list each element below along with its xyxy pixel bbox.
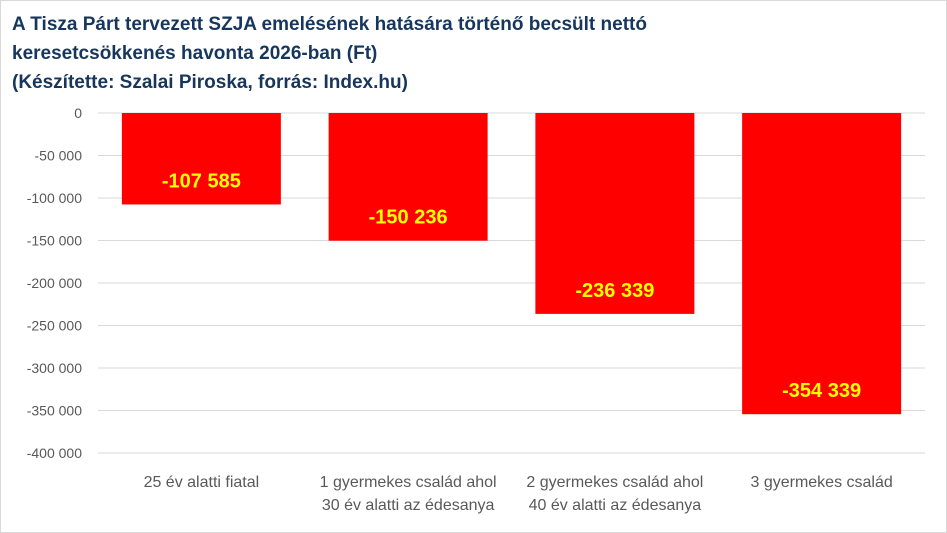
y-tick-label: -50 000 <box>35 148 83 164</box>
chart-title-line-2: keresetcsökkenés havonta 2026-ban (Ft) <box>12 43 378 64</box>
y-tick-label: -150 000 <box>27 233 82 249</box>
y-tick-label: -350 000 <box>27 403 82 419</box>
category-label: 40 év alatti az édesanya <box>529 497 702 514</box>
category-label: 1 gyermekes család ahol <box>320 474 497 491</box>
y-tick-label: -100 000 <box>27 190 82 206</box>
chart-title-line-3: (Készítette: Szalai Piroska, forrás: Ind… <box>12 72 408 93</box>
y-tick-label: -250 000 <box>27 318 82 334</box>
data-label: -354 339 <box>782 380 861 402</box>
data-label: -236 339 <box>575 280 654 302</box>
data-label: -150 236 <box>369 207 448 229</box>
category-label: 2 gyermekes család ahol <box>526 474 703 491</box>
y-tick-label: -400 000 <box>27 445 82 461</box>
bar <box>742 113 902 415</box>
category-label: 30 év alatti az édesanya <box>322 497 495 514</box>
bar <box>535 113 695 314</box>
x-axis-category-labels: 25 év alatti fiatal 1 gyermekes család ah… <box>144 474 893 514</box>
y-tick-label: -200 000 <box>27 275 82 291</box>
data-labels: -107 585 -150 236 -236 339 -354 339 <box>162 170 861 402</box>
bars <box>121 113 902 415</box>
chart-title-line-1: A Tisza Párt tervezett SZJA emelésének h… <box>12 14 647 35</box>
category-label: 25 év alatti fiatal <box>144 474 260 491</box>
y-tick-label: -300 000 <box>27 360 82 376</box>
bar <box>328 113 488 241</box>
chart-title: A Tisza Párt tervezett SZJA emelésének h… <box>12 10 647 97</box>
data-label: -107 585 <box>162 170 241 192</box>
category-label: 3 gyermekes család <box>750 474 892 491</box>
y-tick-label: 0 <box>74 105 82 121</box>
y-axis-tick-labels: 0 -50 000 -100 000 -150 000 -200 000 -250 000… <box>27 105 82 461</box>
bar <box>121 113 281 205</box>
